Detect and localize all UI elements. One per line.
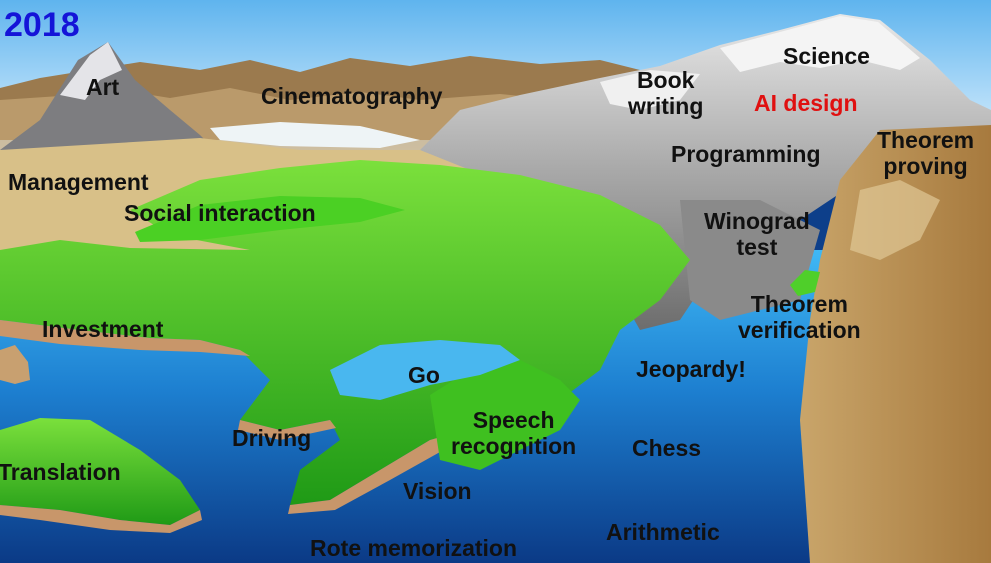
label-jeopardy: Jeopardy! — [636, 356, 746, 382]
label-driving: Driving — [232, 425, 312, 451]
theorem-proving-cliff — [800, 125, 991, 563]
art-peak — [0, 42, 215, 150]
label-theorem-proving: Theorem proving — [877, 127, 975, 179]
label-chess: Chess — [632, 435, 702, 461]
social-ridge — [135, 196, 405, 242]
label-translation: Translation — [0, 459, 121, 485]
label-ai-design: AI design — [754, 90, 858, 116]
label-theorem-verification: Theorem verification — [738, 291, 861, 343]
translation-island — [0, 418, 200, 525]
snow-field — [210, 122, 420, 148]
label-rote-memorization: Rote memorization — [310, 535, 518, 561]
label-winograd-test: Winograd test — [704, 208, 810, 260]
speech-peninsula — [430, 360, 580, 470]
label-vision: Vision — [403, 478, 472, 504]
label-arithmetic: Arithmetic — [606, 519, 720, 545]
grey-mountains — [410, 14, 991, 330]
label-book-writing: Book writing — [628, 67, 704, 119]
label-social-interaction: Social interaction — [124, 200, 316, 226]
label-management: Management — [8, 169, 149, 195]
left-islet — [0, 345, 30, 384]
label-science: Science — [783, 43, 870, 69]
label-art: Art — [86, 74, 120, 100]
theorem-verification-ledge — [790, 270, 820, 296]
go-inlet — [330, 340, 520, 400]
label-go: Go — [408, 362, 440, 388]
label-cinematography: Cinematography — [261, 83, 443, 109]
year-title: 2018 — [4, 6, 80, 44]
green-landmass — [0, 160, 690, 505]
label-programming: Programming — [671, 141, 821, 167]
label-investment: Investment — [42, 316, 164, 342]
label-speech-recognition: Speech recognition — [451, 407, 577, 459]
